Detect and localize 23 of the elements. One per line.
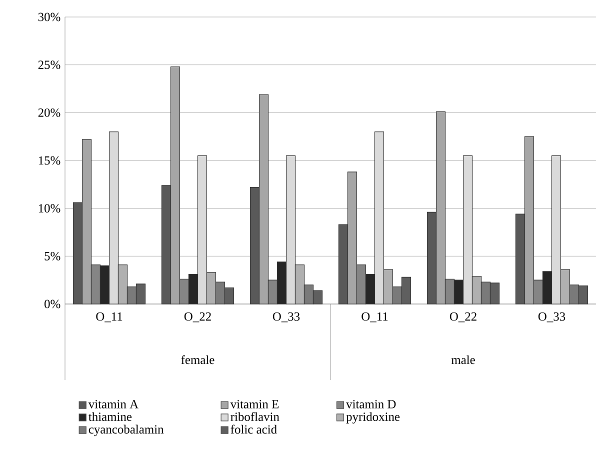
y-tick-label: 5%	[44, 252, 60, 260]
legend-label: thiamine	[88, 412, 132, 421]
x-tick-label: O_33	[272, 312, 300, 322]
x-tick-label: O_11	[362, 312, 388, 322]
x-tick-label: O_22	[184, 312, 211, 322]
y-tick-label: 20%	[38, 108, 60, 117]
legend-label: vitamin D	[346, 400, 396, 408]
legend-label: vitamin E	[230, 400, 279, 408]
text: male	[451, 355, 475, 364]
x-tick-label: O_22	[450, 312, 476, 322]
legend-label: cyancobalamin	[88, 424, 164, 436]
legend-label: vitamin A	[88, 400, 138, 408]
legend-label: riboflavin	[230, 412, 280, 422]
x-tick-label: O_11	[96, 312, 122, 322]
legend-label: pyridoxine	[346, 412, 400, 424]
y-tick-label: 10%	[38, 204, 60, 213]
text: female	[181, 355, 214, 364]
y-tick-label: 25%	[38, 60, 60, 70]
y-tick-label: 0%	[44, 300, 60, 308]
x-tick-label: O_33	[538, 312, 566, 322]
legend-label: folic acid	[230, 424, 277, 434]
y-tick-label: 30%	[38, 12, 60, 22]
y-tick-label: 15%	[38, 156, 60, 165]
